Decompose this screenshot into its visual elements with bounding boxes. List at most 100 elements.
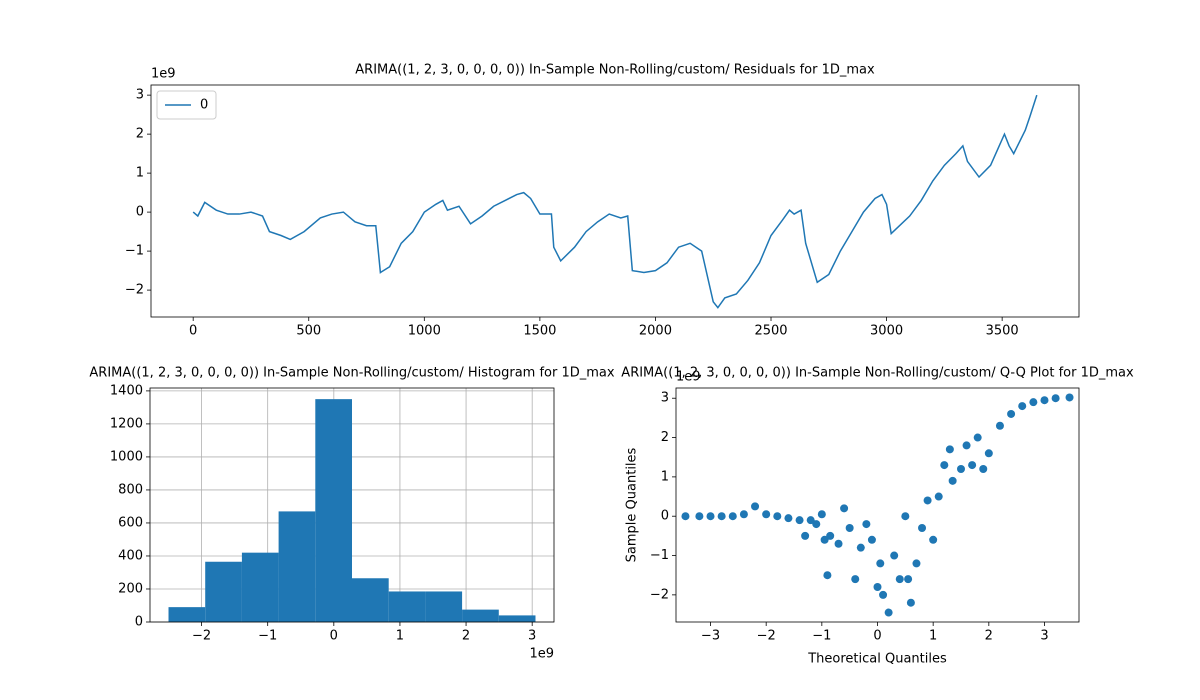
legend-label: 0 (200, 98, 208, 113)
scatter-point (806, 516, 815, 525)
histogram-bar (462, 609, 499, 622)
y-offset-text: 1e9 (151, 67, 176, 82)
y-tick-label: 1 (661, 469, 669, 484)
scatter-point (890, 551, 899, 560)
scatter-point (773, 512, 782, 521)
axes-frame (149, 387, 555, 623)
y-tick-label: 800 (118, 482, 143, 497)
scatter-point (906, 598, 915, 607)
scatter-point (934, 492, 943, 501)
scatter-point (912, 559, 921, 568)
scatter-point (945, 445, 954, 454)
histogram-bar (388, 591, 426, 622)
scatter-point (739, 510, 748, 519)
scatter-point (834, 539, 843, 548)
y-axis-label: Sample Quantiles (625, 447, 640, 562)
x-tick-label: 1000 (408, 324, 441, 339)
scatter-point (895, 575, 904, 584)
scatter-point (801, 531, 810, 540)
scatter-point (812, 520, 821, 529)
y-tick-label: 0 (136, 205, 144, 220)
scatter-point (820, 535, 829, 544)
scatter-point (979, 465, 988, 474)
x-tick-label: 3500 (986, 324, 1019, 339)
y-tick-label: −1 (650, 548, 669, 563)
x-tick-label: 2000 (639, 324, 672, 339)
scatter-point (968, 461, 977, 470)
scatter-point (995, 421, 1004, 430)
scatter-point (1029, 398, 1038, 407)
scatter-point (923, 496, 932, 505)
x-tick-label: 0 (873, 629, 881, 644)
scatter-point (884, 608, 893, 617)
y-tick-label: −1 (125, 244, 144, 259)
scatter-point (817, 510, 826, 519)
y-tick-label: 400 (118, 548, 143, 563)
x-tick-label: −2 (192, 629, 211, 644)
plot-area (192, 94, 1038, 309)
x-tick-label: −3 (701, 629, 720, 644)
scatter-point (984, 449, 993, 458)
x-tick-label: −2 (757, 629, 776, 644)
plot-area (681, 393, 1074, 617)
scatter-point (904, 575, 913, 584)
x-tick-label: 3 (528, 629, 536, 644)
scatter-point (845, 524, 854, 533)
scatter-point (876, 559, 885, 568)
scatter-point (795, 516, 804, 525)
y-tick-label: 200 (118, 581, 143, 596)
scatter-point (784, 514, 793, 523)
histogram-bar (315, 399, 352, 622)
chart-title: ARIMA((1, 2, 3, 0, 0, 0, 0)) In-Sample N… (89, 366, 615, 381)
x-axis-label: Theoretical Quantiles (807, 652, 947, 667)
y-offset-text: 1e9 (676, 370, 701, 385)
scatter-point (962, 441, 971, 450)
scatter-point (901, 512, 910, 521)
axes-frame (150, 84, 1080, 318)
scatter-point (940, 461, 949, 470)
x-tick-label: 0 (330, 629, 338, 644)
x-tick-label: 3000 (870, 324, 903, 339)
scatter-point (1065, 393, 1074, 402)
histogram-bar (278, 511, 316, 622)
histogram-bar (425, 591, 463, 622)
scatter-point (695, 512, 704, 521)
scatter-point (840, 504, 849, 513)
scatter-point (856, 543, 865, 552)
scatter-point (873, 582, 882, 591)
scatter-point (728, 512, 737, 521)
scatter-point (717, 512, 726, 521)
x-tick-label: 1500 (523, 324, 556, 339)
x-tick-label: 500 (296, 324, 321, 339)
y-tick-label: −2 (125, 283, 144, 298)
histogram-bar (205, 561, 242, 622)
y-tick-label: 1 (136, 166, 144, 181)
chart-title: ARIMA((1, 2, 3, 0, 0, 0, 0)) In-Sample N… (355, 63, 875, 78)
scatter-point (851, 575, 860, 584)
x-tick-label: 3 (1040, 629, 1048, 644)
histogram-bar (352, 578, 389, 622)
histogram-bar (241, 552, 279, 622)
x-tick-label: 1 (396, 629, 404, 644)
x-tick-label: 1 (929, 629, 937, 644)
scatter-point (918, 524, 927, 533)
x-tick-label: 2500 (754, 324, 787, 339)
y-tick-label: 2 (661, 430, 669, 445)
histogram-bar (498, 615, 536, 622)
scatter-point (1051, 394, 1060, 403)
plot-area (168, 399, 536, 622)
line-series (192, 94, 1038, 309)
y-tick-label: 2 (136, 127, 144, 142)
scatter-point (867, 535, 876, 544)
scatter-point (862, 520, 871, 529)
x-tick-label: 2 (985, 629, 993, 644)
y-tick-label: 1400 (110, 383, 143, 398)
scatter-point (823, 571, 832, 580)
scatter-point (879, 590, 888, 599)
scatter-point (948, 476, 957, 485)
scatter-point (751, 502, 760, 511)
scatter-point (973, 433, 982, 442)
y-tick-label: 1200 (110, 416, 143, 431)
y-tick-label: 600 (118, 515, 143, 530)
